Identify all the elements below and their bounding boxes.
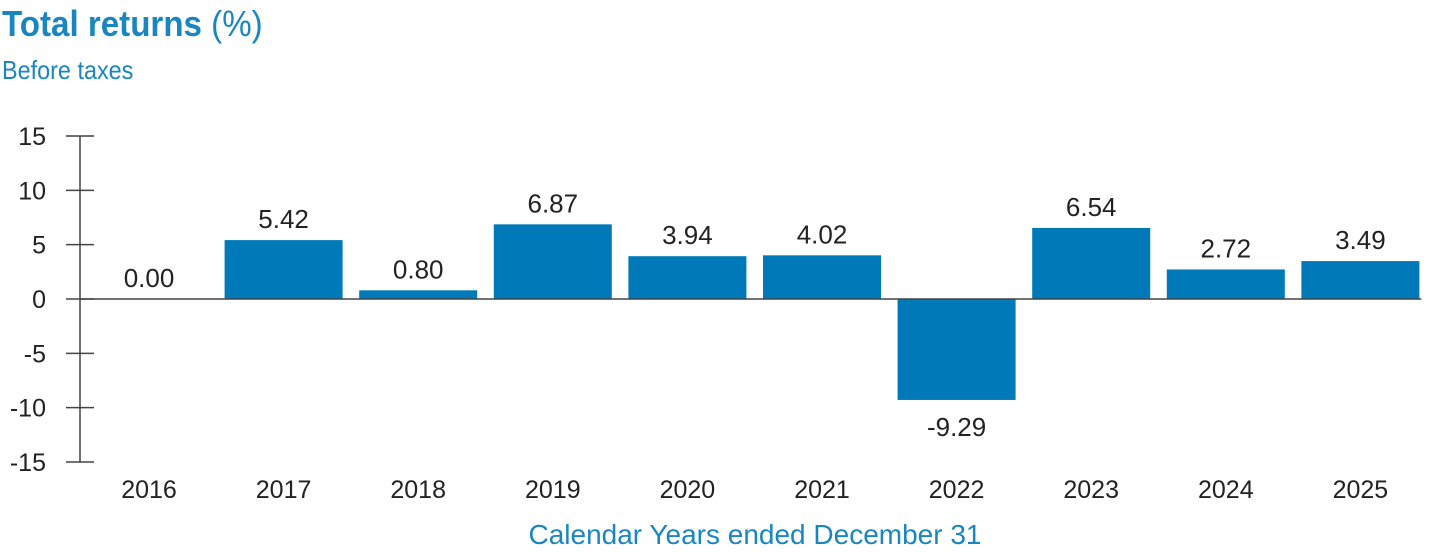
y-tick-label: -5 [24, 340, 46, 368]
bar [1301, 261, 1420, 299]
bar [897, 299, 1016, 400]
bar [1032, 227, 1151, 299]
chart-subtitle: Before taxes [2, 55, 134, 85]
chart-title-main: Total returns [2, 3, 202, 44]
bar [763, 255, 881, 299]
x-tick-label: 2016 [121, 476, 177, 504]
data-label: 0.00 [124, 263, 175, 293]
chart-title: Total returns (%) [2, 2, 285, 46]
data-label: -9.29 [927, 412, 986, 442]
y-tick-label: 5 [32, 232, 46, 260]
bar [359, 290, 478, 299]
x-tick-label: 2025 [1333, 476, 1389, 504]
data-label: 5.42 [258, 204, 309, 234]
x-tick-label: 2018 [390, 476, 446, 504]
data-label: 0.80 [393, 254, 444, 284]
x-axis-title: Calendar Years ended December 31 [529, 519, 982, 550]
chart-title-unit: (%) [211, 3, 263, 44]
x-tick-label: 2022 [929, 476, 985, 504]
y-tick-label: 0 [32, 286, 46, 314]
x-tick-label: 2024 [1198, 476, 1254, 504]
data-label: 3.49 [1335, 225, 1386, 255]
data-label: 6.87 [527, 188, 578, 218]
bar [1166, 269, 1285, 299]
bar [628, 256, 747, 299]
x-tick-label: 2019 [525, 476, 581, 504]
data-label: 4.02 [797, 219, 848, 249]
data-label: 6.54 [1066, 192, 1117, 222]
x-tick-label: 2023 [1063, 476, 1119, 504]
x-tick-label: 2021 [794, 476, 850, 504]
bar [493, 224, 612, 299]
y-tick-label: 15 [18, 123, 46, 151]
data-label: 2.72 [1200, 233, 1251, 263]
x-tick-label: 2017 [256, 476, 312, 504]
y-tick-label: -15 [10, 449, 46, 477]
bar [224, 240, 343, 299]
y-tick-label: -10 [10, 395, 46, 423]
data-label: 3.94 [662, 220, 713, 250]
x-tick-label: 2020 [660, 476, 716, 504]
y-tick-label: 10 [18, 177, 46, 205]
